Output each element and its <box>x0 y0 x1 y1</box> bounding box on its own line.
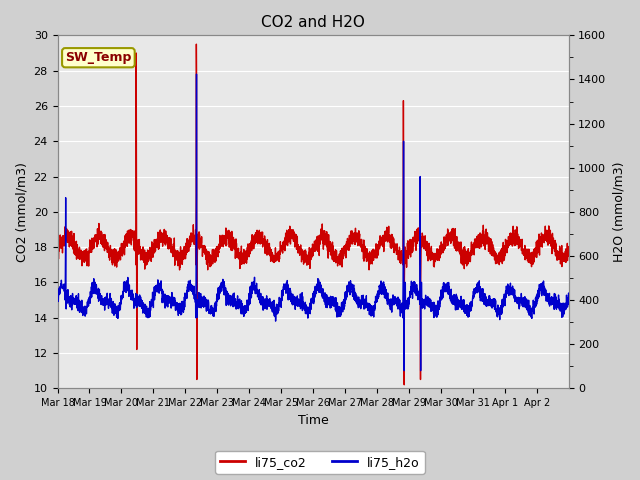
Y-axis label: CO2 (mmol/m3): CO2 (mmol/m3) <box>15 162 28 262</box>
Legend: li75_co2, li75_h2o: li75_co2, li75_h2o <box>215 451 425 474</box>
Title: CO2 and H2O: CO2 and H2O <box>261 15 365 30</box>
Y-axis label: H2O (mmol/m3): H2O (mmol/m3) <box>612 162 625 262</box>
Text: SW_Temp: SW_Temp <box>65 51 132 64</box>
X-axis label: Time: Time <box>298 414 328 427</box>
